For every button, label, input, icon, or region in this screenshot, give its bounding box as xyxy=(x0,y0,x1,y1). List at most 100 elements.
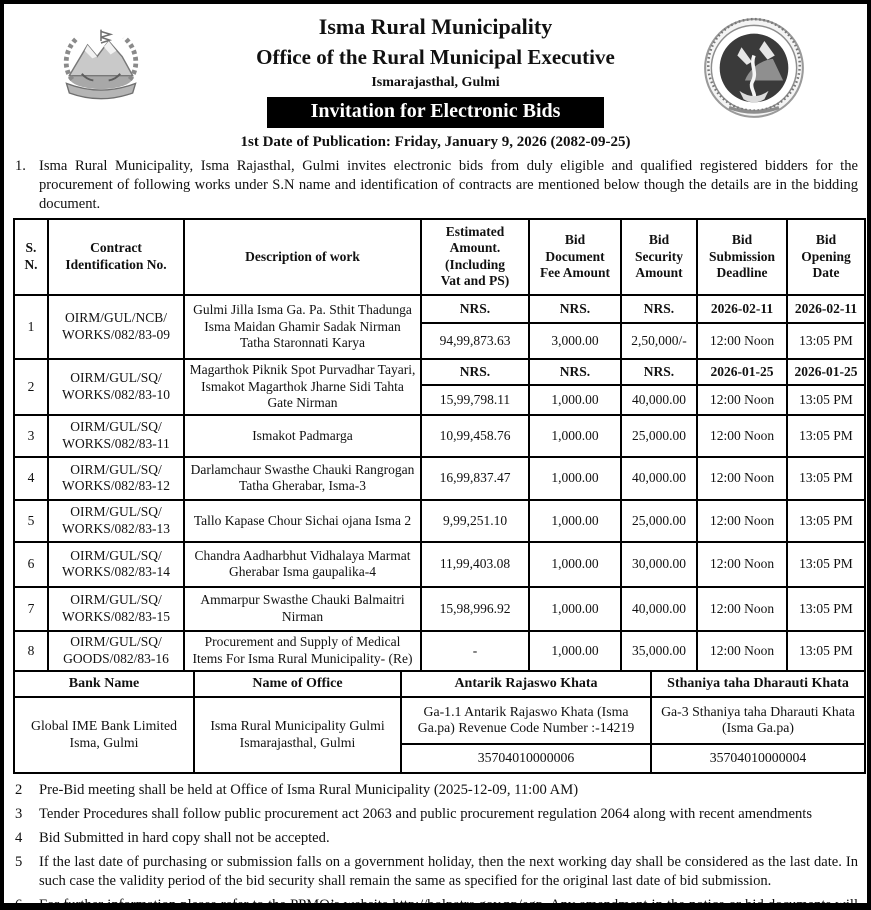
cell-opening-time: 13:05 PM xyxy=(786,629,866,672)
cell-fee: 1,000.00 xyxy=(528,540,622,588)
cell-sthaniya-description: Ga-3 Sthaniya taha Dharauti Khata (Isma … xyxy=(650,695,866,745)
cell-contract-id: OIRM/GUL/SQ/ WORKS/082/83-12 xyxy=(47,455,185,501)
cell-fee: 1,000.00 xyxy=(528,383,622,416)
cell-currency-label: NRS. xyxy=(528,357,622,386)
cell-fee: 3,000.00 xyxy=(528,321,622,360)
cell-description: Ammarpur Swasthe Chauki Balmaitri Nirman xyxy=(183,585,422,632)
note-text: Pre-Bid meeting shall be held at Office … xyxy=(39,781,579,798)
cell-antarik-description: Ga-1.1 Antarik Rajaswo Khata (Isma Ga.pa… xyxy=(400,695,652,745)
cell-submission-time: 12:00 Noon xyxy=(696,540,788,588)
cell-opening-time: 13:05 PM xyxy=(786,383,866,416)
cell-sn: 7 xyxy=(13,585,49,632)
cell-security: 2,50,000/- xyxy=(620,321,698,360)
col-header-sthaniya-khata: Sthaniya taha Dharauti Khata xyxy=(650,669,866,698)
cell-antarik-account-number: 35704010000006 xyxy=(400,742,652,774)
cell-description: Gulmi Jilla Isma Ga. Pa. Sthit Thadunga … xyxy=(183,293,422,360)
banner-wrap: Invitation for Electronic Bids xyxy=(13,97,858,128)
cell-amount: 9,99,251.10 xyxy=(420,498,530,543)
notice-banner: Invitation for Electronic Bids xyxy=(266,97,605,128)
intro-text: Isma Rural Municipality, Isma Rajasthal,… xyxy=(39,158,858,212)
cell-currency-label: NRS. xyxy=(528,293,622,324)
intro-number: 1. xyxy=(15,158,26,174)
municipality-title: Isma Rural Municipality xyxy=(318,14,553,39)
table-row: 4 OIRM/GUL/SQ/ WORKS/082/83-12 Darlamcha… xyxy=(13,455,866,501)
cell-fee: 1,000.00 xyxy=(528,585,622,632)
cell-security: 30,000.00 xyxy=(620,540,698,588)
cell-fee: 1,000.00 xyxy=(528,413,622,458)
table-row: 3 OIRM/GUL/SQ/ WORKS/082/83-11 Ismakot P… xyxy=(13,413,866,458)
cell-sn: 8 xyxy=(13,629,49,672)
col-header-fee: Bid Document Fee Amount xyxy=(528,217,622,296)
address-line: Ismarajasthal, Gulmi xyxy=(371,75,500,90)
cell-office-name: Isma Rural Municipality Gulmi Ismarajast… xyxy=(193,695,402,774)
cell-fee: 1,000.00 xyxy=(528,455,622,501)
cell-opening-time: 13:05 PM xyxy=(786,498,866,543)
col-header-office-name: Name of Office xyxy=(193,669,402,698)
cell-submission-time: 12:00 Noon xyxy=(696,498,788,543)
notes-list: 2 Pre-Bid meeting shall be held at Offic… xyxy=(13,781,858,910)
cell-fee: 1,000.00 xyxy=(528,498,622,543)
cell-currency-label: NRS. xyxy=(620,357,698,386)
cell-security: 40,000.00 xyxy=(620,455,698,501)
note-item: 2 Pre-Bid meeting shall be held at Offic… xyxy=(13,781,858,800)
cell-contract-id: OIRM/GUL/SQ/ GOODS/082/83-16 xyxy=(47,629,185,672)
col-header-submission: Bid Submission Deadline xyxy=(696,217,788,296)
note-item: 6 For further information please refer t… xyxy=(13,896,858,910)
cell-sn: 2 xyxy=(13,357,49,416)
table-row: 1 OIRM/GUL/NCB/ WORKS/082/83-09 Gulmi Ji… xyxy=(13,293,866,360)
table-row: 94,99,873.63 3,000.00 2,50,000/- 12:00 N… xyxy=(14,321,866,360)
cell-security: 25,000.00 xyxy=(620,498,698,543)
cell-security: 40,000.00 xyxy=(620,383,698,416)
note-number: 5 xyxy=(15,853,23,870)
cell-description: Darlamchaur Swasthe Chauki Rangrogan Tat… xyxy=(183,455,422,501)
col-header-bank-name: Bank Name xyxy=(13,669,195,698)
cell-submission-time: 12:00 Noon xyxy=(696,455,788,501)
col-header-antarik-khata: Antarik Rajaswo Khata xyxy=(400,669,652,698)
cell-amount: 10,99,458.76 xyxy=(420,413,530,458)
table-row: 2 OIRM/GUL/SQ/ WORKS/082/83-10 Magarthok… xyxy=(13,357,866,416)
note-number: 6 xyxy=(15,896,23,910)
cell-sn: 5 xyxy=(13,498,49,543)
cell-opening-time: 13:05 PM xyxy=(786,585,866,632)
nepal-government-emblem-icon xyxy=(63,29,139,100)
cell-currency-label: NRS. xyxy=(420,293,530,324)
note-text: Bid Submitted in hard copy shall not be … xyxy=(39,829,330,846)
bank-table: Bank Name Name of Office Antarik Rajaswo… xyxy=(13,669,866,774)
cell-sn: 4 xyxy=(13,455,49,501)
bids-header-row: S. N. Contract Identification No. Descri… xyxy=(13,217,866,296)
cell-sn: 6 xyxy=(13,540,49,588)
cell-currency-label: NRS. xyxy=(620,293,698,324)
cell-submission-date: 2026-01-25 xyxy=(696,357,788,386)
cell-contract-id: OIRM/GUL/SQ/ WORKS/082/83-14 xyxy=(47,540,185,588)
bank-header-row: Bank Name Name of Office Antarik Rajaswo… xyxy=(13,669,866,698)
cell-amount: 11,99,403.08 xyxy=(420,540,530,588)
cell-contract-id: OIRM/GUL/SQ/ WORKS/082/83-15 xyxy=(47,585,185,632)
cell-opening-time: 13:05 PM xyxy=(786,413,866,458)
note-text: Tender Procedures shall follow public pr… xyxy=(39,805,813,822)
cell-description: Procurement and Supply of Medical Items … xyxy=(183,629,422,672)
table-row: 7 OIRM/GUL/SQ/ WORKS/082/83-15 Ammarpur … xyxy=(13,585,866,632)
table-row: 35704010000006 35704010000004 xyxy=(14,742,866,774)
cell-amount: - xyxy=(420,629,530,672)
cell-amount: 94,99,873.63 xyxy=(420,321,530,360)
cell-description: Tallo Kapase Chour Sichai ojana Isma 2 xyxy=(183,498,422,543)
note-number: 3 xyxy=(15,805,23,822)
note-text: If the last date of purchasing or submis… xyxy=(39,853,858,889)
cell-fee: 1,000.00 xyxy=(528,629,622,672)
table-row: 15,99,798.11 1,000.00 40,000.00 12:00 No… xyxy=(14,383,866,416)
cell-contract-id: OIRM/GUL/SQ/ WORKS/082/83-10 xyxy=(47,357,185,416)
note-number: 2 xyxy=(15,781,23,798)
cell-currency-label: NRS. xyxy=(420,357,530,386)
cell-submission-date: 2026-02-11 xyxy=(696,293,788,324)
cell-amount: 15,99,798.11 xyxy=(420,383,530,416)
publication-date: 1st Date of Publication: Friday, January… xyxy=(240,134,631,150)
cell-contract-id: OIRM/GUL/NCB/ WORKS/082/83-09 xyxy=(47,293,185,360)
cell-security: 35,000.00 xyxy=(620,629,698,672)
cell-security: 25,000.00 xyxy=(620,413,698,458)
cell-amount: 15,98,996.92 xyxy=(420,585,530,632)
note-item: 3 Tender Procedures shall follow public … xyxy=(13,805,858,824)
cell-contract-id: OIRM/GUL/SQ/ WORKS/082/83-13 xyxy=(47,498,185,543)
masthead: Isma Rural Municipality Office of the Ru… xyxy=(13,14,858,151)
cell-opening-time: 13:05 PM xyxy=(786,321,866,360)
